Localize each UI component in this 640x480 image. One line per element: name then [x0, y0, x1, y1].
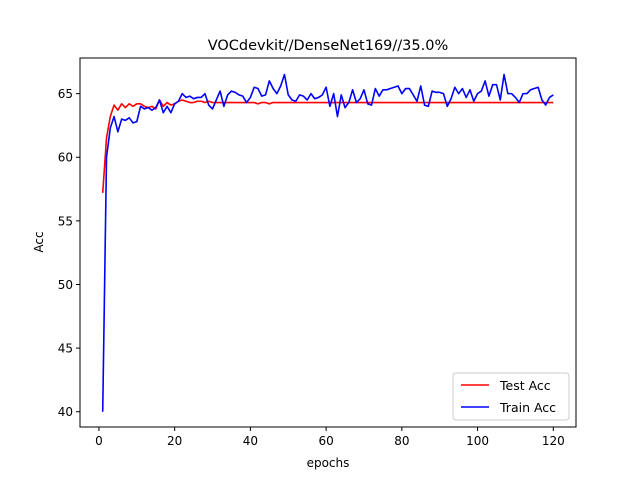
x-tick-label: 120 [542, 434, 565, 448]
legend: Test Acc Train Acc [452, 372, 570, 421]
x-tick-label: 60 [318, 434, 333, 448]
x-tick-label: 40 [243, 434, 258, 448]
y-axis-label: Acc [32, 231, 46, 252]
y-tick-label: 60 [58, 151, 73, 165]
x-axis-ticks: 0 20 40 60 80 100 120 [95, 427, 565, 448]
plot-frame [79, 57, 577, 428]
chart-title: VOCdevkit//DenseNet169//35.0% [208, 38, 449, 54]
y-tick-label: 65 [58, 87, 73, 101]
y-tick-label: 40 [58, 405, 73, 419]
y-tick-label: 45 [58, 342, 73, 356]
y-tick-label: 55 [58, 214, 73, 228]
x-tick-label: 20 [167, 434, 182, 448]
x-tick-label: 80 [394, 434, 409, 448]
y-tick-label: 50 [58, 278, 73, 292]
x-tick-label: 100 [466, 434, 489, 448]
y-axis-ticks: 40 45 50 55 60 65 [58, 87, 80, 419]
legend-label-test-acc: Test Acc [499, 378, 551, 393]
legend-label-train-acc: Train Acc [499, 400, 556, 415]
x-tick-label: 0 [95, 434, 103, 448]
series-line-train-acc [101, 73, 554, 412]
x-axis-label: epochs [307, 456, 350, 470]
plot-lines [101, 73, 554, 412]
